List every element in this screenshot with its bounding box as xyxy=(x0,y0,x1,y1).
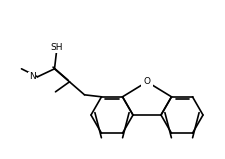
Text: SH: SH xyxy=(50,43,63,52)
Text: O: O xyxy=(144,77,151,86)
Text: N: N xyxy=(29,72,36,81)
Text: O: O xyxy=(144,77,151,86)
